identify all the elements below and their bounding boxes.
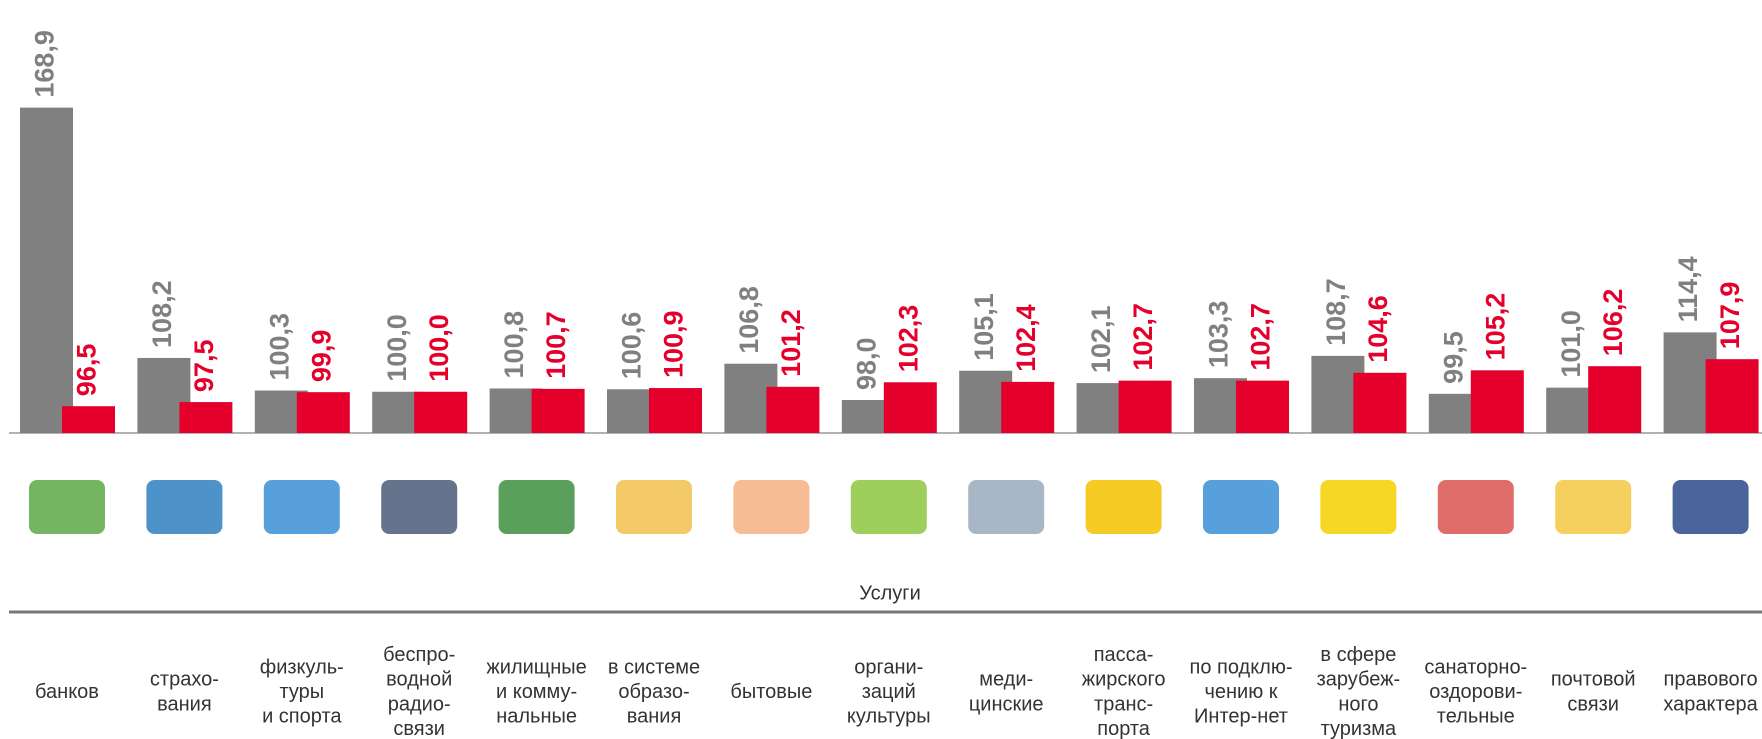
bar xyxy=(179,402,233,433)
bar xyxy=(1705,359,1759,433)
bar xyxy=(20,107,73,433)
value-label: 105,1 xyxy=(969,293,999,361)
icon xyxy=(1555,480,1632,534)
x-tick-label: страхо-вания xyxy=(150,669,219,716)
icon xyxy=(146,480,223,534)
x-tick-label: жилищные и комму-нальные xyxy=(486,657,586,728)
icon xyxy=(1672,480,1749,534)
icon xyxy=(381,480,458,534)
value-label: 100,6 xyxy=(617,312,647,380)
value-label: 105,2 xyxy=(1480,293,1510,361)
bar xyxy=(649,388,702,433)
x-tick-label: бытовые xyxy=(730,681,812,703)
bar xyxy=(1588,366,1642,433)
value-label: 101,2 xyxy=(776,309,806,377)
bar xyxy=(62,406,115,433)
icon xyxy=(263,480,340,534)
bar xyxy=(766,386,820,433)
bar xyxy=(1353,372,1407,433)
bar xyxy=(414,391,468,433)
value-label: 100,8 xyxy=(499,311,529,379)
value-label: 108,2 xyxy=(147,280,177,348)
x-tick-label: почтовой связи xyxy=(1551,669,1636,716)
x-axis-label: Услуги xyxy=(859,582,921,604)
value-label: 106,8 xyxy=(734,286,764,354)
bar xyxy=(531,388,585,433)
value-label: 102,7 xyxy=(1128,303,1158,371)
x-tick-label: органи-заций культуры xyxy=(847,657,931,728)
icon xyxy=(968,480,1045,534)
value-label: 103,3 xyxy=(1204,301,1234,369)
value-label: 100,7 xyxy=(541,311,571,379)
icon xyxy=(1085,480,1162,534)
value-label: 102,3 xyxy=(893,305,923,373)
value-label: 99,9 xyxy=(306,330,336,383)
x-tick-label: в системе образо-вания xyxy=(608,657,700,728)
x-tick-label: правового характера xyxy=(1663,669,1758,716)
bar xyxy=(1236,380,1289,433)
bar xyxy=(296,392,350,433)
value-label: 104,6 xyxy=(1363,295,1393,363)
icon xyxy=(498,480,575,534)
icon xyxy=(29,480,105,534)
x-tick-label: по подклю-чению к Интер-нет xyxy=(1190,657,1293,728)
bar xyxy=(1001,381,1055,433)
value-label: 107,9 xyxy=(1715,282,1745,350)
value-label: 102,1 xyxy=(1086,306,1116,374)
bar xyxy=(1118,380,1172,433)
value-label: 102,7 xyxy=(1246,303,1276,371)
value-label: 100,0 xyxy=(382,314,412,382)
x-tick-label: меди-цинские xyxy=(969,669,1044,716)
x-tick-label: беспро-водной радио-связи xyxy=(383,644,455,739)
value-label: 168,9 xyxy=(30,30,60,98)
value-label: 100,3 xyxy=(264,313,294,381)
icon xyxy=(616,480,692,534)
icon xyxy=(850,480,927,534)
value-label: 100,9 xyxy=(659,310,689,378)
icon xyxy=(1203,480,1279,534)
x-tick-label: санаторно-оздорови-тельные xyxy=(1424,657,1527,728)
icon xyxy=(1437,480,1514,534)
value-label: 96,5 xyxy=(72,344,102,397)
x-tick-label: пасса-жирского транс-порта xyxy=(1082,644,1166,739)
value-label: 108,7 xyxy=(1321,278,1351,346)
bar xyxy=(883,382,937,433)
bar xyxy=(1470,370,1524,433)
value-label: 114,4 xyxy=(1673,256,1703,322)
value-label: 100,0 xyxy=(424,314,454,382)
value-label: 98,0 xyxy=(851,337,881,390)
value-label: 106,2 xyxy=(1598,289,1628,357)
x-tick-label: банков xyxy=(35,681,99,703)
icon xyxy=(733,480,810,534)
value-label: 102,4 xyxy=(1011,304,1041,372)
value-label: 99,5 xyxy=(1438,331,1468,384)
value-label: 97,5 xyxy=(189,340,219,393)
icon xyxy=(1320,480,1397,534)
value-label: 101,0 xyxy=(1556,310,1586,378)
x-tick-label: в сфере зарубеж-ного туризма xyxy=(1317,644,1401,739)
x-tick-label: физкуль-туры и спорта xyxy=(260,657,344,728)
